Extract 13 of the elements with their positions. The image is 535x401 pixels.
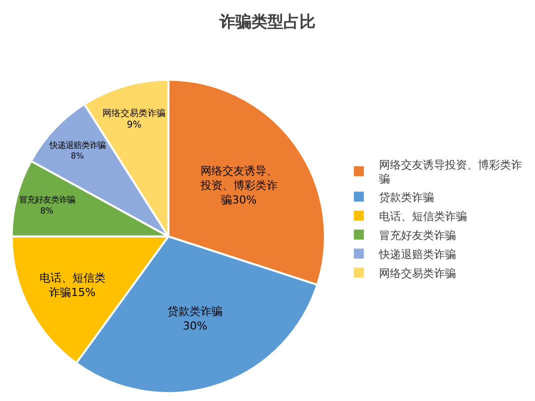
data-label: 冒充好友类诈骗8% (18, 194, 75, 216)
data-label: 快递退赔类诈骗8% (48, 140, 106, 161)
legend-label: 网络交易类诈骗 (378, 266, 456, 280)
data-label: 网络交易类诈骗9% (102, 108, 166, 131)
legend-label: 冒充好友类诈骗 (378, 228, 456, 242)
data-label: 电话、短信类诈骗15% (39, 272, 106, 299)
legend-label: 电话、短信类诈骗 (378, 210, 467, 223)
data-label: 贷款类诈骗30% (168, 305, 223, 332)
legend-label: 网络交友诱导投资、博彩类诈骗 (378, 158, 522, 186)
data-label: 网络交友诱导、投资、博彩类诈骗30% (199, 164, 278, 206)
chart-title: 诈骗类型占比 (218, 12, 316, 32)
legend-label: 快递退赔类诈骗 (378, 248, 456, 261)
legend-label: 贷款类诈骗 (378, 190, 434, 204)
